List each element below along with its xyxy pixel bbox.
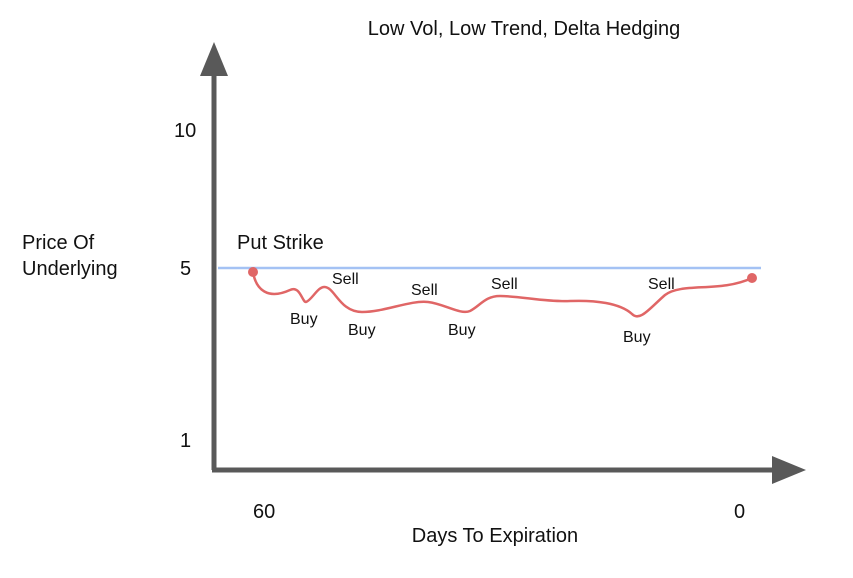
y-axis-arrow-icon — [200, 42, 228, 76]
y-axis-label-line1: Price Of — [22, 232, 95, 254]
sell-annotation: Sell — [491, 276, 518, 293]
buy-annotation: Buy — [623, 329, 651, 346]
sell-annotation: Sell — [411, 282, 438, 299]
y-tick-label: 1 — [180, 430, 191, 452]
path-start-dot — [248, 267, 258, 277]
buy-annotation: Buy — [348, 322, 376, 339]
sell-annotation: Sell — [332, 271, 359, 288]
buy-annotation: Buy — [448, 322, 476, 339]
diagram-title: Low Vol, Low Trend, Delta Hedging — [368, 18, 680, 40]
y-tick-label: 5 — [180, 258, 191, 280]
sell-annotation: Sell — [648, 276, 675, 293]
x-tick-label: 0 — [734, 501, 745, 523]
buy-annotation: Buy — [290, 311, 318, 328]
path-end-dot — [747, 273, 757, 283]
underlying-price-path — [251, 271, 753, 318]
y-tick-label: 10 — [174, 120, 196, 142]
y-axis-label-line2: Underlying — [22, 258, 118, 280]
x-tick-label: 60 — [253, 501, 275, 523]
x-axis-label: Days To Expiration — [412, 525, 578, 547]
put-strike-label: Put Strike — [237, 232, 324, 254]
x-axis-arrow-icon — [772, 456, 806, 484]
